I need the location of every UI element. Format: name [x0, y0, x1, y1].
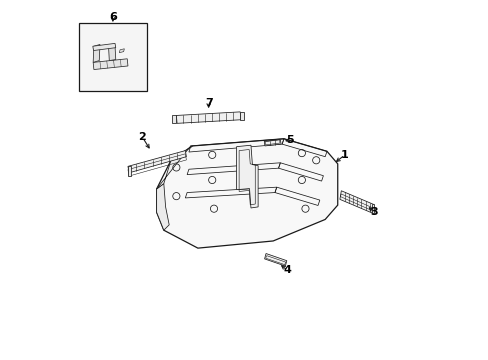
- Polygon shape: [108, 46, 116, 60]
- Polygon shape: [236, 145, 258, 208]
- Polygon shape: [128, 166, 131, 176]
- Text: 3: 3: [370, 207, 377, 217]
- Polygon shape: [156, 139, 337, 248]
- Text: 7: 7: [204, 98, 212, 108]
- Polygon shape: [264, 139, 281, 146]
- Polygon shape: [93, 43, 116, 50]
- Bar: [79, 23, 147, 91]
- Text: 4: 4: [283, 265, 291, 275]
- Polygon shape: [156, 184, 169, 230]
- Polygon shape: [339, 191, 373, 213]
- Polygon shape: [93, 59, 128, 69]
- Text: 1: 1: [340, 150, 348, 160]
- Polygon shape: [128, 150, 186, 173]
- Text: 5: 5: [286, 135, 294, 145]
- Polygon shape: [240, 112, 244, 120]
- Polygon shape: [93, 44, 100, 62]
- Polygon shape: [264, 253, 286, 266]
- Text: 6: 6: [109, 12, 117, 22]
- Text: 2: 2: [138, 132, 146, 142]
- Polygon shape: [371, 204, 373, 213]
- Polygon shape: [176, 112, 241, 123]
- Polygon shape: [119, 49, 124, 53]
- Polygon shape: [156, 146, 192, 189]
- Polygon shape: [172, 116, 176, 123]
